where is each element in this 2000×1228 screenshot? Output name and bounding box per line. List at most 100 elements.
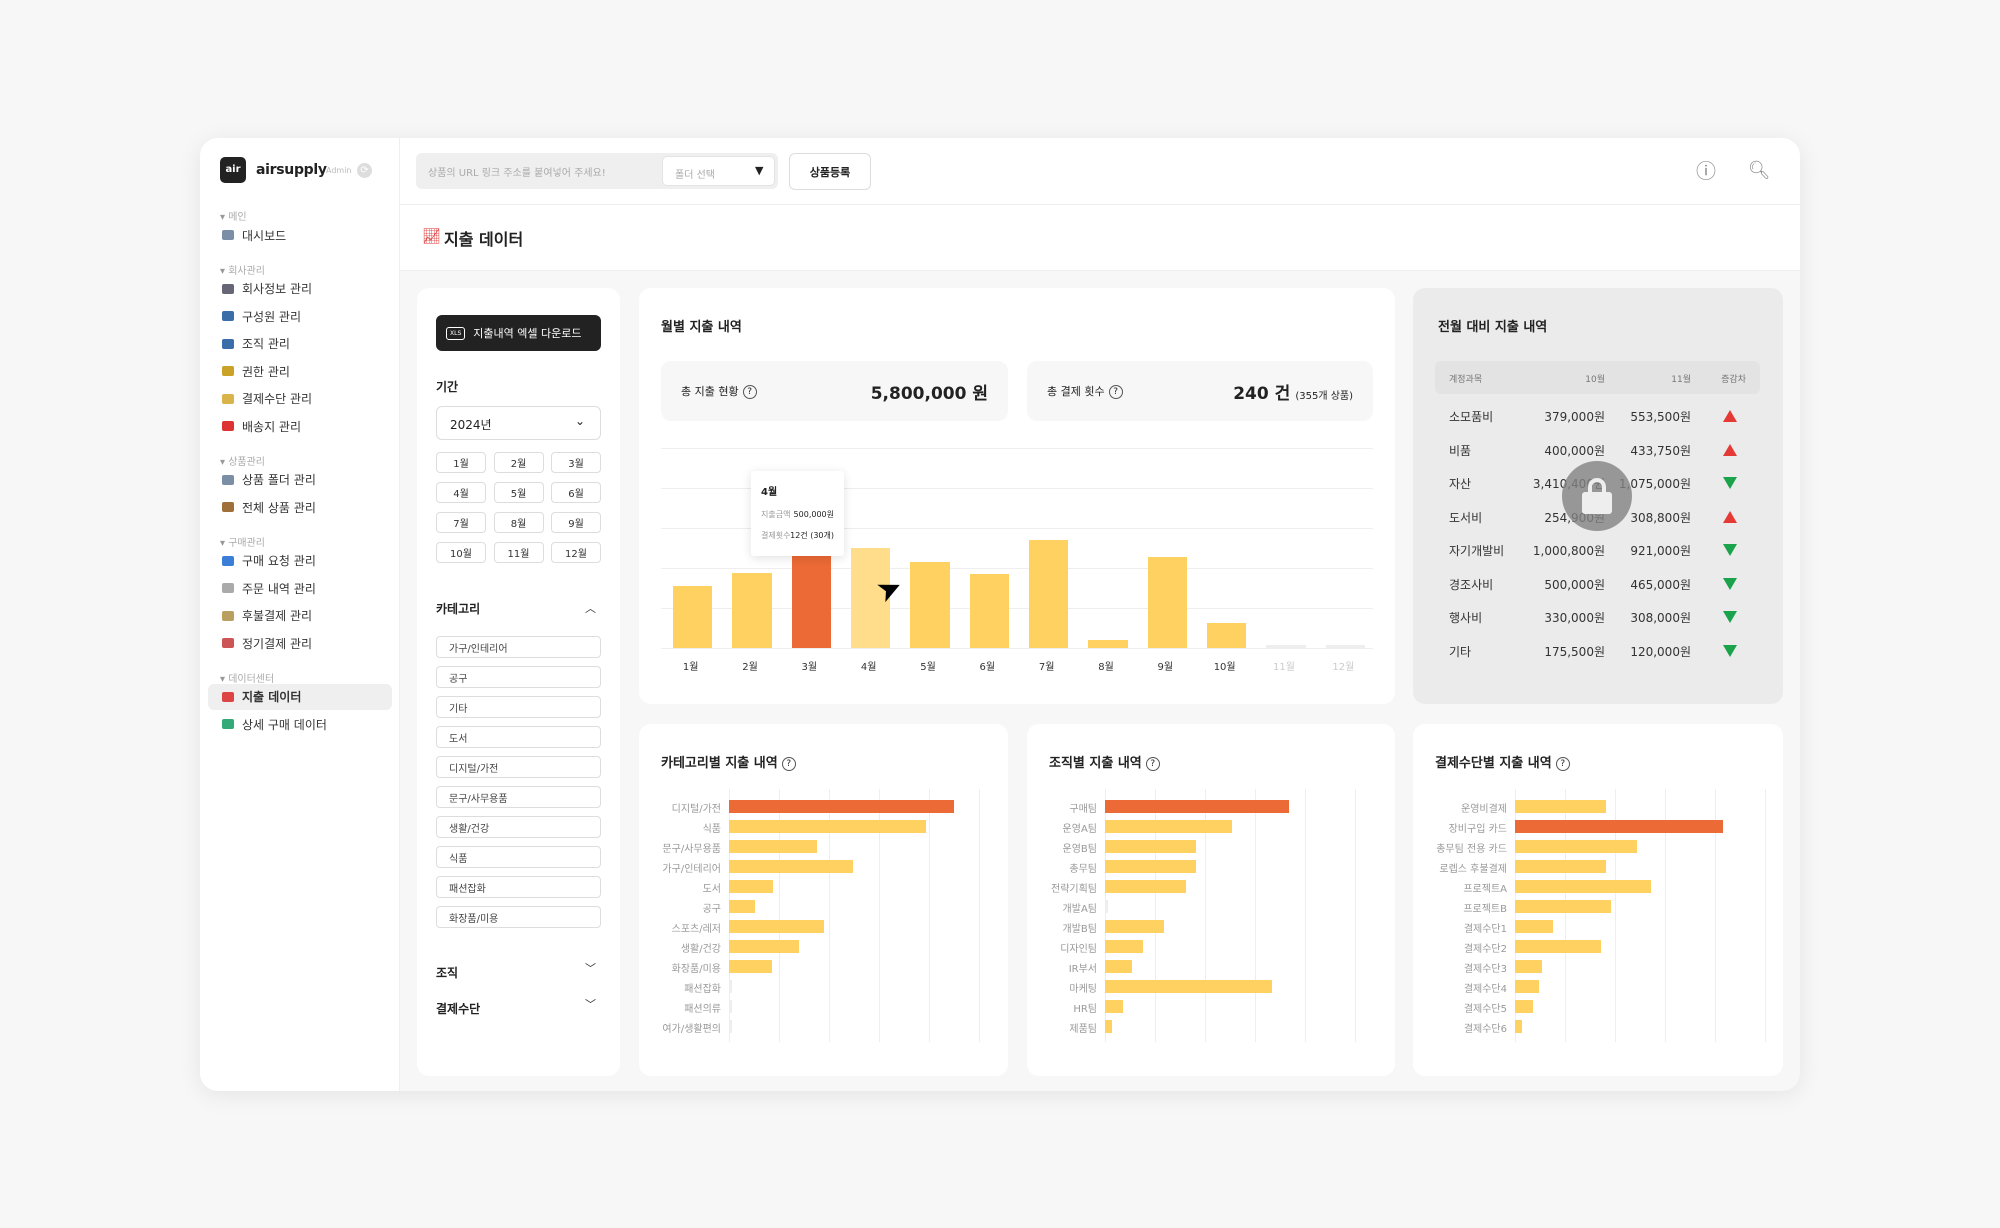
month-button[interactable]: 11월 xyxy=(493,542,544,563)
folder-select[interactable]: 폴더 선택 ▼ xyxy=(662,156,775,186)
sidebar-item[interactable]: 전체 상품 관리 xyxy=(208,494,392,520)
nav-section-label[interactable]: 데이터센터 xyxy=(220,670,274,685)
sidebar-item[interactable]: 배송지 관리 xyxy=(208,413,392,439)
bar[interactable] xyxy=(1105,800,1289,813)
category-option[interactable]: 패션잡화 xyxy=(436,876,601,898)
sidebar-item[interactable]: 주문 내역 관리 xyxy=(208,575,392,601)
month-bar[interactable] xyxy=(1207,623,1247,648)
month-button[interactable]: 9월 xyxy=(551,512,601,533)
month-button[interactable]: 12월 xyxy=(551,542,601,563)
sidebar-item[interactable]: 지출 데이터 xyxy=(208,683,392,710)
bar[interactable] xyxy=(1105,880,1186,893)
bar[interactable] xyxy=(1515,960,1542,973)
bar[interactable] xyxy=(729,1000,732,1013)
nav-section-label[interactable]: 메인 xyxy=(220,208,246,223)
cart-icon[interactable]: 🛒︎ xyxy=(1799,158,1800,184)
category-option[interactable]: 도서 xyxy=(436,726,601,748)
bar[interactable] xyxy=(1105,920,1164,933)
bar[interactable] xyxy=(1105,960,1132,973)
month-bar[interactable] xyxy=(1088,640,1128,648)
month-button[interactable]: 10월 xyxy=(436,542,486,563)
category-option[interactable]: 가구/인테리어 xyxy=(436,636,601,658)
sidebar-item[interactable]: 정기결제 관리 xyxy=(208,630,392,656)
bar[interactable] xyxy=(1515,920,1553,933)
month-button[interactable]: 1월 xyxy=(436,452,486,473)
nav-section-label[interactable]: 회사관리 xyxy=(220,262,265,277)
month-button[interactable]: 3월 xyxy=(551,452,601,473)
bar[interactable] xyxy=(1105,1000,1123,1013)
category-option[interactable]: 기타 xyxy=(436,696,601,718)
nav-section-label[interactable]: 상품관리 xyxy=(220,453,265,468)
help-icon[interactable]: ? xyxy=(742,385,757,399)
bar[interactable] xyxy=(1515,800,1606,813)
bar[interactable] xyxy=(729,920,824,933)
org-filter-label[interactable]: 조직 xyxy=(436,966,459,980)
month-bar[interactable] xyxy=(1029,540,1069,648)
help-icon[interactable]: ⓘ xyxy=(1696,159,1716,183)
register-product-button[interactable]: 상품등록 xyxy=(789,153,871,190)
category-option[interactable]: 식품 xyxy=(436,846,601,868)
excel-download-button[interactable]: XLS 지출내역 엑셀 다운로드 xyxy=(436,315,601,351)
month-button[interactable]: 7월 xyxy=(436,512,486,533)
category-option[interactable]: 생활/건강 xyxy=(436,816,601,838)
bar[interactable] xyxy=(729,800,954,813)
bar[interactable] xyxy=(1515,1020,1522,1033)
bar[interactable] xyxy=(1105,980,1272,993)
month-button[interactable]: 5월 xyxy=(493,482,544,503)
sidebar-item[interactable]: 구성원 관리 xyxy=(208,303,392,329)
sidebar-item[interactable]: 결제수단 관리 xyxy=(208,386,392,412)
bar[interactable] xyxy=(1515,880,1651,893)
bar[interactable] xyxy=(1515,840,1637,853)
sidebar-item[interactable]: 회사정보 관리 xyxy=(208,276,392,302)
sidebar-item[interactable]: 권한 관리 xyxy=(208,358,392,384)
month-button[interactable]: 4월 xyxy=(436,482,486,503)
bar[interactable] xyxy=(729,900,755,913)
bar[interactable] xyxy=(1515,1000,1533,1013)
bar[interactable] xyxy=(729,1020,732,1033)
month-bar[interactable] xyxy=(732,573,772,648)
logo-icon[interactable]: air xyxy=(220,157,246,183)
lock-overlay-icon[interactable] xyxy=(1562,461,1632,531)
bar[interactable] xyxy=(1105,860,1196,873)
category-option[interactable]: 공구 xyxy=(436,666,601,688)
bar[interactable] xyxy=(1515,940,1601,953)
chevron-up-icon[interactable]: ︿ xyxy=(585,602,596,615)
month-button[interactable]: 8월 xyxy=(493,512,544,533)
bar[interactable] xyxy=(1515,980,1539,993)
month-bar[interactable] xyxy=(910,562,950,648)
month-button[interactable]: 6월 xyxy=(551,482,601,503)
category-option[interactable]: 문구/사무용품 xyxy=(436,786,601,808)
url-input[interactable]: 상품의 URL 링크 주소를 붙여넣어 주세요! 폴더 선택 ▼ xyxy=(416,153,778,189)
help-icon[interactable]: ? xyxy=(1145,756,1160,771)
category-option[interactable]: 화장품/미용 xyxy=(436,906,601,928)
sidebar-item[interactable]: 후불결제 관리 xyxy=(208,603,392,629)
month-bar[interactable] xyxy=(673,586,713,648)
payment-filter-label[interactable]: 결제수단 xyxy=(436,1002,481,1016)
bar[interactable] xyxy=(729,860,853,873)
sidebar-item[interactable]: 구매 요청 관리 xyxy=(208,548,392,574)
sidebar-item[interactable]: 조직 관리 xyxy=(208,331,392,357)
sidebar-item[interactable]: 상세 구매 데이터 xyxy=(208,711,392,737)
bar[interactable] xyxy=(729,820,926,833)
nav-section-label[interactable]: 구매관리 xyxy=(220,534,265,549)
bar[interactable] xyxy=(1515,820,1723,833)
refresh-icon[interactable]: ⟳ xyxy=(357,163,372,178)
month-bar[interactable] xyxy=(969,574,1009,648)
bar[interactable] xyxy=(1105,840,1196,853)
bar[interactable] xyxy=(729,880,773,893)
help-icon[interactable]: ? xyxy=(1108,385,1123,399)
month-bar[interactable] xyxy=(1325,645,1365,648)
sidebar-item[interactable]: 상품 폴더 관리 xyxy=(208,467,392,493)
bar[interactable] xyxy=(729,980,732,993)
bar[interactable] xyxy=(729,940,799,953)
bar[interactable] xyxy=(1105,900,1108,913)
bar[interactable] xyxy=(1105,820,1232,833)
sidebar-item[interactable]: 대시보드 xyxy=(208,222,392,248)
month-bar[interactable] xyxy=(1266,645,1306,648)
help-icon[interactable]: ? xyxy=(1555,756,1570,771)
month-bar[interactable] xyxy=(1147,557,1187,648)
month-button[interactable]: 2월 xyxy=(493,452,544,473)
bar[interactable] xyxy=(1515,860,1606,873)
search-icon[interactable]: 🔍︎ xyxy=(1747,160,1771,181)
chevron-down-icon[interactable]: ﹀ xyxy=(585,998,596,1011)
